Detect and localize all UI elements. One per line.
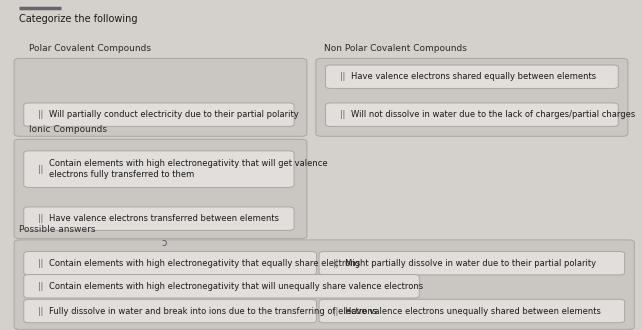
FancyBboxPatch shape (14, 58, 307, 136)
Text: Polar Covalent Compounds: Polar Covalent Compounds (29, 44, 151, 53)
Text: Possible answers: Possible answers (19, 225, 96, 234)
Text: Fully dissolve in water and break into ions due to the transferring of electrons: Fully dissolve in water and break into i… (49, 307, 380, 315)
FancyBboxPatch shape (24, 251, 317, 275)
Text: Might partially dissolve in water due to their partial polarity: Might partially dissolve in water due to… (345, 259, 596, 268)
FancyBboxPatch shape (14, 240, 634, 329)
FancyBboxPatch shape (325, 65, 618, 88)
Text: ||: || (38, 165, 43, 174)
Text: Ionic Compounds: Ionic Compounds (29, 125, 107, 134)
FancyBboxPatch shape (319, 251, 625, 275)
Text: Have valence electrons unequally shared between elements: Have valence electrons unequally shared … (345, 307, 601, 315)
FancyBboxPatch shape (14, 139, 307, 239)
Text: Will not dissolve in water due to the lack of charges/partial charges: Will not dissolve in water due to the la… (351, 110, 636, 119)
Text: ||: || (340, 72, 345, 81)
FancyBboxPatch shape (316, 58, 628, 136)
Text: ||: || (38, 214, 43, 223)
Text: ||: || (340, 110, 345, 119)
Text: Categorize the following: Categorize the following (19, 14, 138, 24)
FancyBboxPatch shape (325, 103, 618, 126)
Text: Have valence electrons transferred between elements: Have valence electrons transferred betwe… (49, 214, 279, 223)
Text: Contain elements with high electronegativity that equally share electrons: Contain elements with high electronegati… (49, 259, 361, 268)
Text: Have valence electrons shared equally between elements: Have valence electrons shared equally be… (351, 72, 596, 81)
FancyBboxPatch shape (24, 207, 294, 230)
FancyBboxPatch shape (24, 103, 294, 126)
Text: ||: || (333, 307, 338, 315)
Text: Contain elements with high electronegativity that will get valence
electrons ful: Contain elements with high electronegati… (49, 159, 328, 179)
Text: ||: || (38, 307, 43, 315)
Text: Non Polar Covalent Compounds: Non Polar Covalent Compounds (324, 44, 467, 53)
FancyBboxPatch shape (24, 299, 317, 323)
Text: ||: || (38, 110, 43, 119)
Text: ||: || (38, 259, 43, 268)
Text: ||: || (38, 282, 43, 291)
Text: Contain elements with high electronegativity that will unequally share valence e: Contain elements with high electronegati… (49, 282, 424, 291)
Text: Will partially conduct electricity due to their partial polarity: Will partially conduct electricity due t… (49, 110, 299, 119)
Text: ↄ: ↄ (161, 238, 166, 248)
FancyBboxPatch shape (319, 299, 625, 323)
FancyBboxPatch shape (24, 151, 294, 187)
Text: ||: || (333, 259, 338, 268)
FancyBboxPatch shape (24, 275, 419, 298)
